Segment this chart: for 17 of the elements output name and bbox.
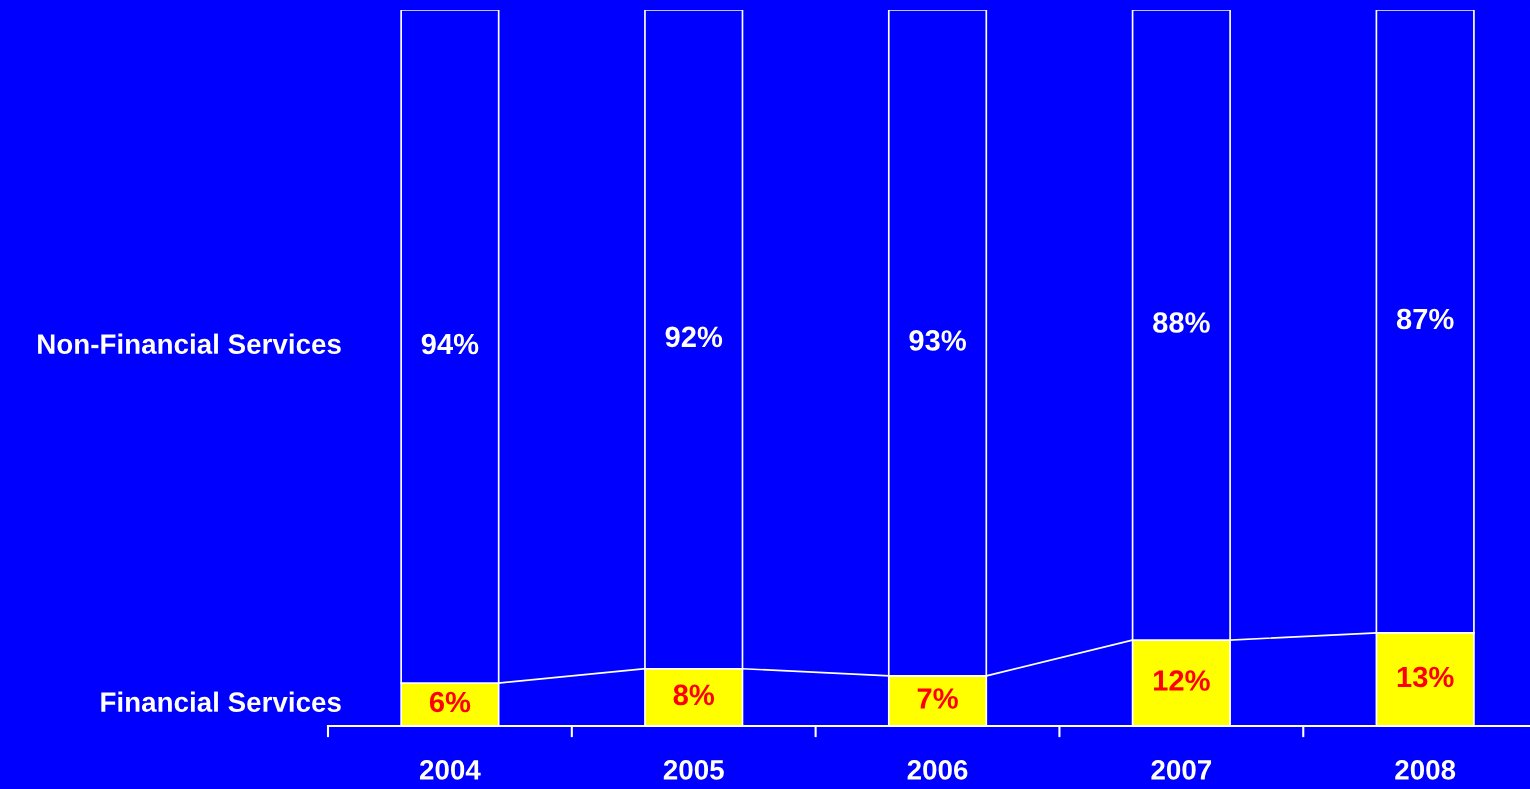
x-tick-label: 2006: [907, 760, 968, 780]
data-label: 8%: [673, 684, 715, 706]
data-label: 87%: [1396, 308, 1454, 330]
text: Non-Financial Services: [38, 333, 341, 354]
data-label: 13%: [1397, 666, 1454, 688]
x-tick-label: 2008: [1395, 760, 1456, 780]
data-label: 92%: [665, 326, 723, 348]
data-label: 7%: [917, 688, 958, 709]
x-tick-label: 2007: [1151, 760, 1212, 780]
data-label: 93%: [909, 330, 966, 351]
data-label: 12%: [1154, 670, 1210, 691]
data-label: 94%: [421, 333, 479, 355]
data-label: 6%: [429, 691, 471, 713]
text: Financial Services: [101, 691, 341, 712]
x-tick-label: 2004: [419, 760, 481, 780]
data-label: 88%: [1153, 312, 1210, 333]
x-tick-label: 2005: [663, 760, 724, 780]
